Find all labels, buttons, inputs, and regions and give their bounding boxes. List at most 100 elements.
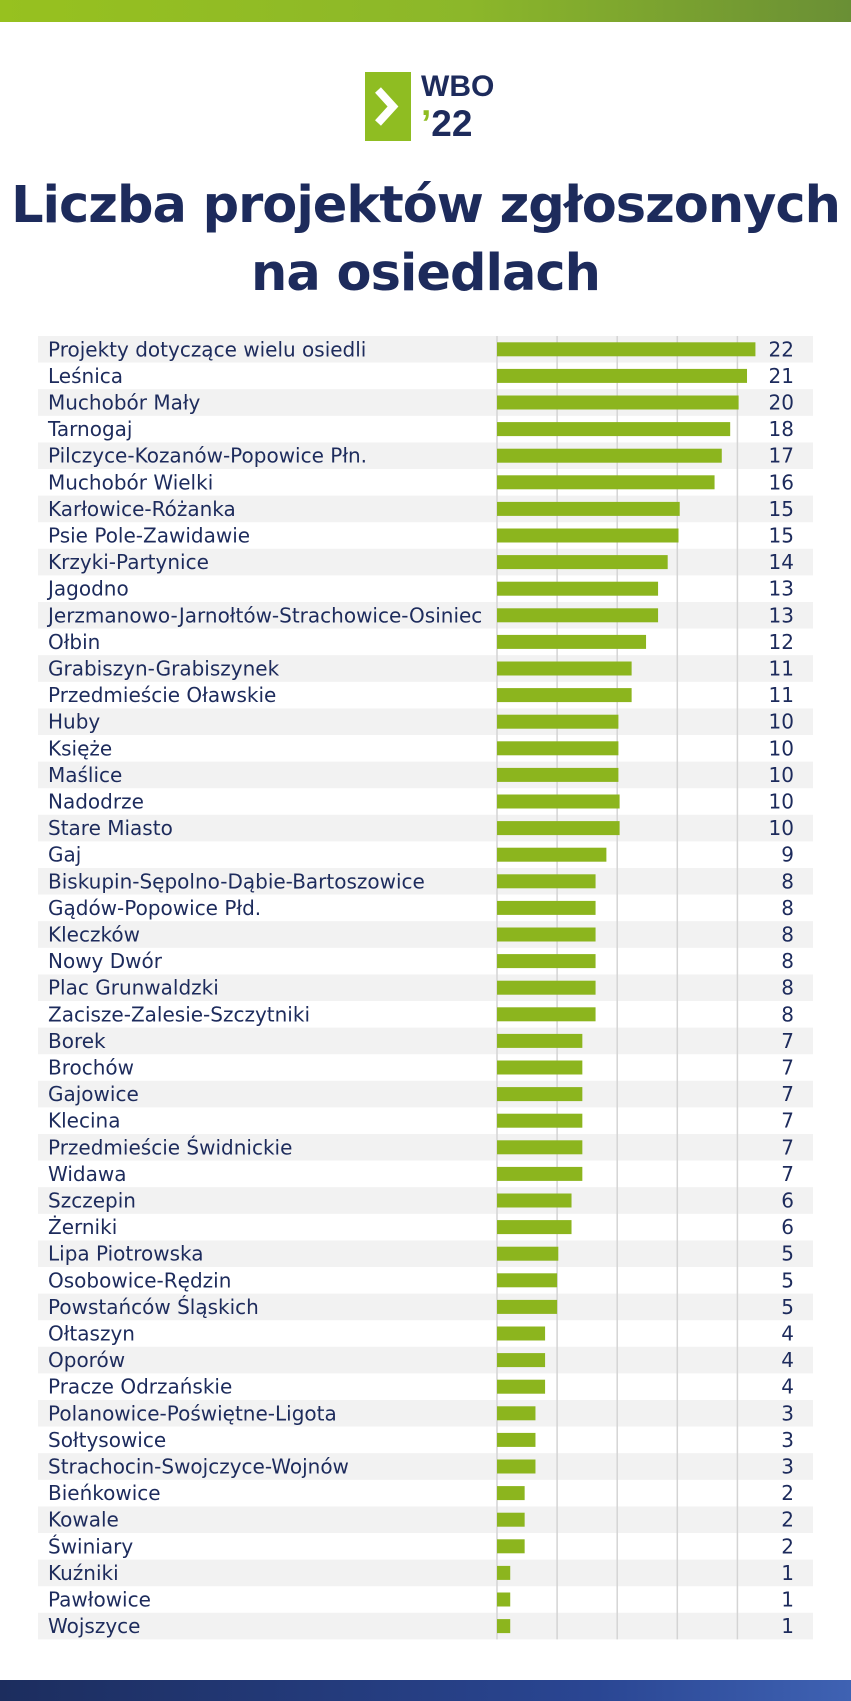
value-label: 12 [769, 630, 794, 654]
category-label: Huby [48, 710, 100, 734]
category-label: Muchobór Wielki [48, 470, 213, 494]
category-label: Projekty dotyczące wielu osiedli [48, 337, 366, 361]
value-label: 1 [781, 1561, 794, 1585]
bar [497, 1273, 558, 1288]
bar [497, 581, 659, 596]
bar [497, 634, 647, 649]
wbo-logo: WBO ’22 [365, 70, 494, 144]
value-label: 5 [781, 1242, 794, 1266]
row-stripe [38, 1134, 813, 1161]
row-stripe [38, 1506, 813, 1533]
row-stripe [38, 548, 813, 576]
value-label: 14 [769, 550, 794, 574]
bar [497, 741, 619, 756]
category-label: Strachocin-Swojczyce-Wojnów [48, 1455, 349, 1479]
row-stripe [38, 1293, 813, 1321]
value-label: 20 [769, 391, 794, 415]
value-label: 10 [769, 816, 794, 840]
category-label: Karłowice-Różanka [48, 497, 236, 521]
row-stripe [38, 708, 813, 735]
bar [497, 555, 668, 570]
value-label: 6 [781, 1189, 794, 1213]
bar [497, 1619, 511, 1634]
category-label: Ołtaszyn [48, 1322, 135, 1346]
category-label: Powstańców Śląskich [48, 1295, 259, 1319]
category-label: Stare Miasto [48, 816, 173, 840]
bar [497, 342, 756, 357]
page-title: Liczba projektów zgłoszonych na osiedlac… [0, 172, 851, 308]
category-label: Świniary [48, 1534, 133, 1558]
category-label: Widawa [48, 1162, 126, 1186]
category-label: Kowale [48, 1508, 119, 1532]
bar [497, 1193, 572, 1208]
bar [497, 1565, 511, 1580]
bottom-accent-bar [0, 1680, 851, 1701]
value-label: 18 [769, 417, 794, 441]
value-label: 8 [781, 1002, 794, 1026]
value-label: 4 [781, 1348, 794, 1372]
bar [497, 1060, 583, 1075]
bar [497, 1326, 546, 1341]
category-label: Leśnica [48, 364, 123, 388]
value-label: 7 [781, 1162, 794, 1186]
value-label: 10 [769, 763, 794, 787]
logo-wordmark: WBO [421, 70, 495, 103]
value-label: 13 [769, 577, 794, 601]
value-label: 22 [769, 337, 794, 361]
bar [497, 1140, 583, 1155]
bar [497, 1459, 536, 1474]
bar [497, 1299, 558, 1314]
category-label: Szczepin [48, 1189, 136, 1213]
logo-apostrophe: ’ [421, 103, 432, 144]
logo-year-digits: 22 [431, 103, 473, 144]
bar [497, 501, 680, 516]
value-label: 15 [769, 524, 794, 548]
value-label: 11 [769, 683, 794, 707]
category-label: Ołbin [48, 630, 100, 654]
row-stripe [38, 974, 813, 1001]
category-label: Lipa Piotrowska [48, 1242, 204, 1266]
bar [497, 821, 620, 836]
row-stripe [38, 1400, 813, 1427]
value-label: 3 [781, 1428, 794, 1452]
bar [497, 874, 596, 889]
value-label: 7 [781, 1056, 794, 1080]
value-label: 11 [769, 657, 794, 681]
category-label: Gaj [48, 843, 81, 867]
category-label: Gądów-Popowice Płd. [48, 896, 261, 920]
value-label: 10 [769, 790, 794, 814]
category-label: Kuźniki [48, 1561, 119, 1585]
bar [497, 1539, 525, 1554]
category-label: Jerzmanowo-Jarnołtów-Strachowice-Osiniec [46, 603, 482, 627]
row-stripe [38, 1453, 813, 1480]
bar [497, 1113, 583, 1128]
category-label: Osobowice-Rędzin [48, 1268, 231, 1292]
category-label: Pracze Odrzańskie [48, 1375, 232, 1399]
bar [497, 847, 607, 862]
row-stripe [38, 868, 813, 895]
bar [497, 1166, 583, 1181]
value-label: 8 [781, 976, 794, 1000]
category-label: Zacisze-Zalesie-Szczytniki [48, 1002, 310, 1026]
value-label: 9 [781, 843, 794, 867]
value-label: 8 [781, 923, 794, 947]
bar [497, 1220, 572, 1235]
page-title-line-1: Liczba projektów zgłoszonych [11, 176, 841, 235]
bar [497, 954, 596, 969]
value-label: 10 [769, 736, 794, 760]
value-label: 2 [781, 1508, 794, 1532]
value-label: 8 [781, 869, 794, 893]
value-label: 21 [769, 364, 794, 388]
category-label: Nadodrze [48, 790, 144, 814]
category-label: Borek [48, 1029, 106, 1053]
row-stripe [38, 495, 813, 523]
category-label: Wojszyce [48, 1614, 140, 1638]
bar [497, 448, 722, 463]
row-stripe [38, 1080, 813, 1108]
row-stripes [38, 336, 813, 1640]
bar [497, 980, 596, 995]
category-label: Jagodno [46, 577, 129, 601]
chevron-right-icon [365, 72, 411, 141]
row-stripe [38, 1346, 813, 1374]
